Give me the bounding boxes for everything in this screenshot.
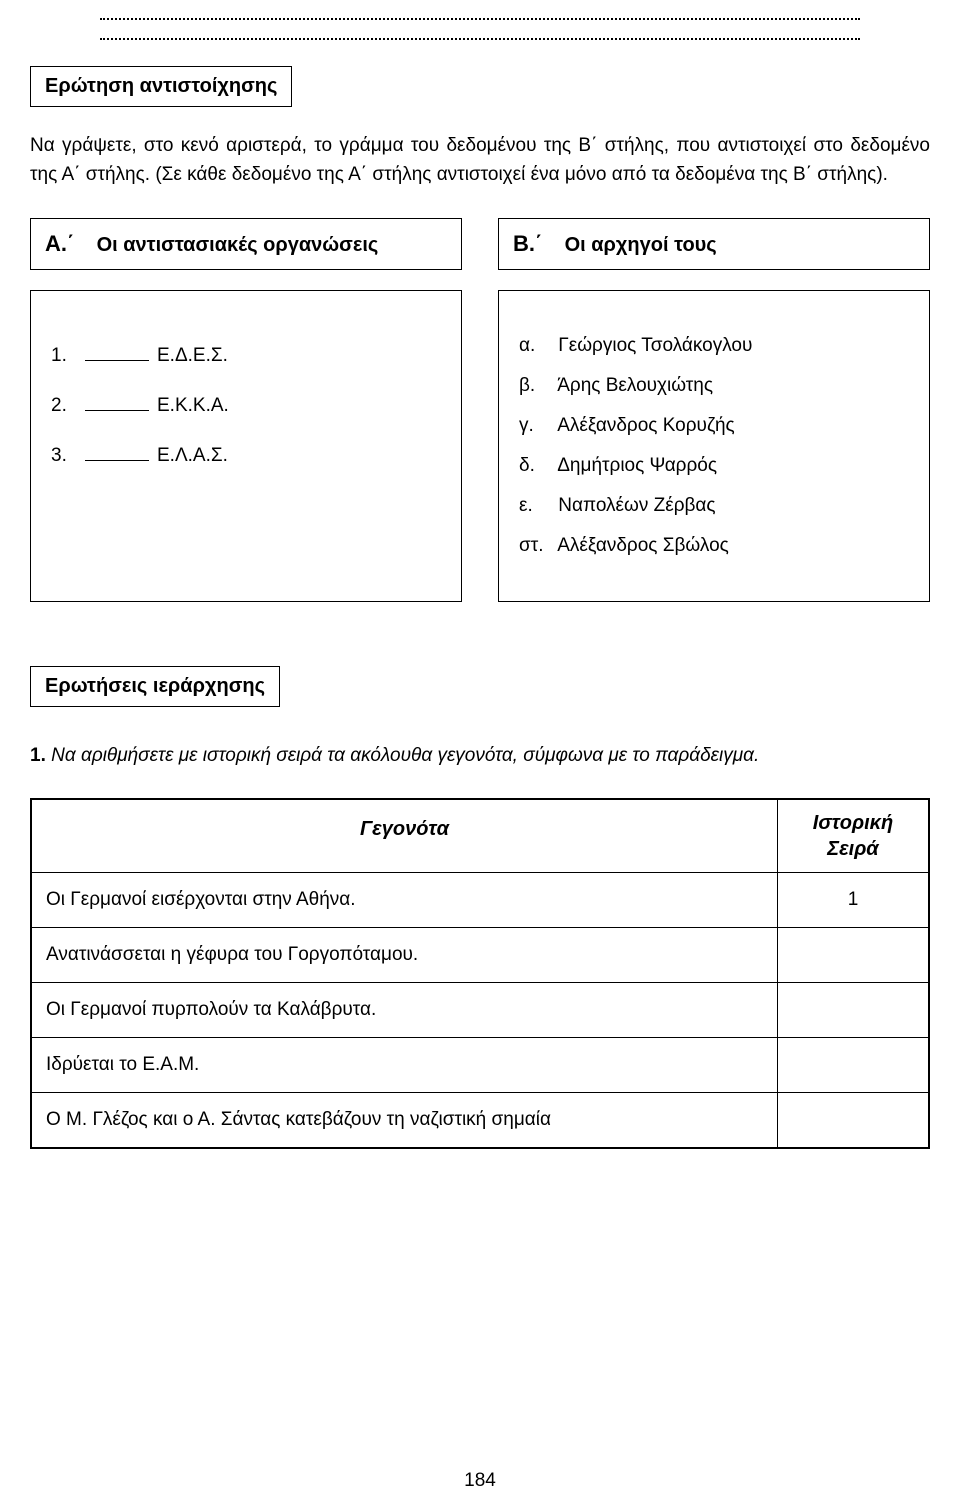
matching-header-left-prefix: Α.΄ <box>45 231 74 256</box>
event-order[interactable] <box>778 1038 928 1092</box>
ranking-question-num: 1. <box>30 745 46 766</box>
matching-left-text: Ε.Δ.Ε.Σ. <box>157 345 228 367</box>
matching-section-title: Ερώτηση αντιστοίχησης <box>30 66 292 107</box>
matching-right-label: α. <box>519 335 553 357</box>
matching-right-label: β. <box>519 375 553 397</box>
table-row: Οι Γερμανοί πυρπολούν τα Καλάβρυτα. <box>32 983 928 1038</box>
table-row: Οι Γερμανοί εισέρχονται στην Αθήνα. 1 <box>32 873 928 928</box>
matching-right-label: στ. <box>519 535 553 557</box>
matching-right-label: ε. <box>519 495 553 517</box>
matching-header-right-prefix: Β.΄ <box>513 231 542 256</box>
ranking-section-title: Ερωτήσεις ιεράρχησης <box>30 666 280 707</box>
matching-left-column: 1. Ε.Δ.Ε.Σ. 2. Ε.Κ.Κ.Α. 3. Ε.Λ.Α.Σ. <box>30 290 462 602</box>
matching-left-text: Ε.Λ.Α.Σ. <box>157 445 228 467</box>
event-text: Οι Γερμανοί πυρπολούν τα Καλάβρυτα. <box>32 983 778 1037</box>
matching-header-row: Α.΄ Οι αντιστασιακές οργανώσεις Β.΄ Οι α… <box>30 218 930 270</box>
matching-right-item: β. Άρης Βελουχιώτης <box>519 375 909 397</box>
matching-left-item: 2. Ε.Κ.Κ.Α. <box>51 395 441 417</box>
events-header-order-line2: Σειρά <box>827 838 878 860</box>
matching-right-label: γ. <box>519 415 553 437</box>
matching-left-blank[interactable] <box>85 460 149 461</box>
matching-header-right: Β.΄ Οι αρχηγοί τους <box>498 218 930 270</box>
matching-left-num: 1. <box>51 345 77 367</box>
events-header-row: Γεγονότα Ιστορική Σειρά <box>32 800 928 873</box>
ranking-instruction-text: Να αριθμήσετε με ιστορική σειρά τα ακόλο… <box>51 745 759 766</box>
matching-left-num: 2. <box>51 395 77 417</box>
event-order[interactable]: 1 <box>778 873 928 927</box>
matching-left-num: 3. <box>51 445 77 467</box>
matching-header-left: Α.΄ Οι αντιστασιακές οργανώσεις <box>30 218 462 270</box>
table-row: Ιδρύεται το Ε.Α.Μ. <box>32 1038 928 1093</box>
event-text: Ανατινάσσεται η γέφυρα του Γοργοπόταμου. <box>32 928 778 982</box>
events-header-events: Γεγονότα <box>32 800 778 872</box>
table-row: Ανατινάσσεται η γέφυρα του Γοργοπόταμου. <box>32 928 928 983</box>
page-number: 184 <box>0 1470 960 1492</box>
matching-right-column: α. Γεώργιος Τσολάκογλου β. Άρης Βελουχιώ… <box>498 290 930 602</box>
events-table: Γεγονότα Ιστορική Σειρά Οι Γερμανοί εισέ… <box>30 798 930 1149</box>
matching-right-item: στ. Αλέξανδρος Σβώλος <box>519 535 909 557</box>
matching-left-blank[interactable] <box>85 410 149 411</box>
event-text: Ο Μ. Γλέζος και ο Α. Σάντας κατεβάζουν τ… <box>32 1093 778 1147</box>
matching-right-text: Άρης Βελουχιώτης <box>557 375 713 396</box>
matching-right-text: Αλέξανδρος Κορυζής <box>557 415 734 436</box>
matching-left-blank[interactable] <box>85 360 149 361</box>
matching-header-left-label: Οι αντιστασιακές οργανώσεις <box>97 234 379 256</box>
matching-right-text: Αλέξανδρος Σβώλος <box>557 535 729 556</box>
matching-right-item: γ. Αλέξανδρος Κορυζής <box>519 415 909 437</box>
events-header-order: Ιστορική Σειρά <box>778 800 928 872</box>
matching-body-row: 1. Ε.Δ.Ε.Σ. 2. Ε.Κ.Κ.Α. 3. Ε.Λ.Α.Σ. α. Γ… <box>30 290 930 602</box>
matching-right-item: α. Γεώργιος Τσολάκογλου <box>519 335 909 357</box>
matching-left-text: Ε.Κ.Κ.Α. <box>157 395 229 417</box>
matching-left-item: 3. Ε.Λ.Α.Σ. <box>51 445 441 467</box>
blank-line <box>100 8 860 20</box>
event-order[interactable] <box>778 1093 928 1147</box>
matching-right-text: Γεώργιος Τσολάκογλου <box>558 335 752 356</box>
matching-right-text: Ναπολέων Ζέρβας <box>558 495 715 516</box>
ranking-instruction: 1. Να αριθμήσετε με ιστορική σειρά τα ακ… <box>30 741 930 770</box>
event-text: Ιδρύεται το Ε.Α.Μ. <box>32 1038 778 1092</box>
matching-header-right-label: Οι αρχηγοί τους <box>565 234 717 256</box>
matching-right-label: δ. <box>519 455 553 477</box>
matching-right-item: ε. Ναπολέων Ζέρβας <box>519 495 909 517</box>
matching-right-item: δ. Δημήτριος Ψαρρός <box>519 455 909 477</box>
table-row: Ο Μ. Γλέζος και ο Α. Σάντας κατεβάζουν τ… <box>32 1093 928 1147</box>
event-order[interactable] <box>778 928 928 982</box>
event-text: Οι Γερμανοί εισέρχονται στην Αθήνα. <box>32 873 778 927</box>
matching-instructions: Να γράψετε, στο κενό αριστερά, το γράμμα… <box>30 131 930 190</box>
matching-right-text: Δημήτριος Ψαρρός <box>557 455 717 476</box>
event-order[interactable] <box>778 983 928 1037</box>
blank-line <box>100 28 860 40</box>
events-header-order-line1: Ιστορική <box>813 812 893 834</box>
matching-left-item: 1. Ε.Δ.Ε.Σ. <box>51 345 441 367</box>
